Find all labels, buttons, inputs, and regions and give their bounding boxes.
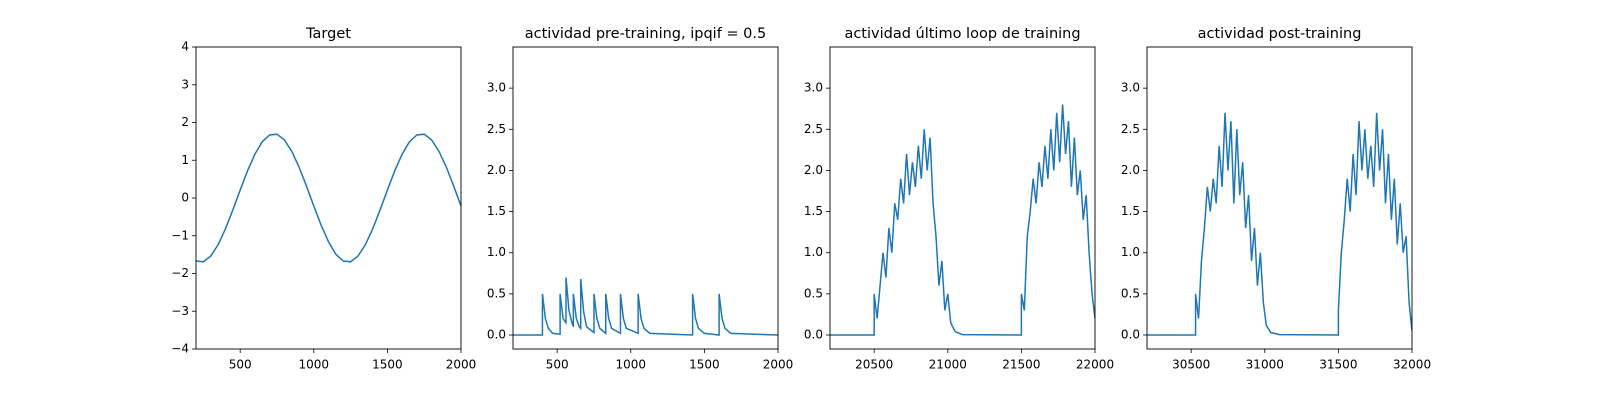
y-tick-label: −1 — [171, 228, 189, 242]
y-tick-label: 2.0 — [804, 163, 823, 177]
y-tick-label: 0.5 — [1121, 286, 1140, 300]
y-tick-label: 0 — [181, 191, 189, 205]
y-tick-label: −3 — [171, 304, 189, 318]
y-tick-label: 1.5 — [804, 204, 823, 218]
line-series — [830, 104, 1095, 336]
y-tick-label: 0.0 — [487, 328, 506, 342]
line-series — [196, 133, 461, 263]
x-tick-label: 500 — [229, 358, 252, 372]
y-tick-label: 2.5 — [1121, 122, 1140, 136]
x-tick-label: 1000 — [616, 358, 647, 372]
axes-frame — [195, 46, 462, 350]
y-tick-label: 1 — [181, 153, 189, 167]
y-tick-label: 1.5 — [1121, 204, 1140, 218]
x-tick-label: 30500 — [1172, 358, 1210, 372]
chart-title: Target — [305, 26, 351, 42]
y-tick-label: 0.0 — [1121, 328, 1140, 342]
axes-frame — [512, 46, 779, 350]
x-tick-label: 22000 — [1076, 358, 1114, 372]
x-tick-label: 2000 — [763, 358, 794, 372]
x-tick-label: 32000 — [1393, 358, 1431, 372]
chart-title: actividad post-training — [1198, 26, 1362, 42]
x-tick-label: 31500 — [1319, 358, 1357, 372]
chart-title: actividad último loop de training — [844, 26, 1080, 42]
y-tick-label: 3 — [181, 77, 189, 91]
x-tick-label: 31000 — [1246, 358, 1284, 372]
y-tick-label: −4 — [171, 342, 189, 356]
y-tick-label: 3.0 — [804, 81, 823, 95]
y-tick-label: 2.0 — [487, 163, 506, 177]
axes-frame — [1146, 46, 1413, 350]
x-tick-label: 1500 — [372, 358, 403, 372]
x-tick-label: 21500 — [1002, 358, 1040, 372]
x-tick-label: 20500 — [855, 358, 893, 372]
y-tick-label: 0.5 — [804, 286, 823, 300]
x-tick-label: 2000 — [446, 358, 477, 372]
line-series — [1147, 112, 1412, 336]
x-tick-label: 1000 — [299, 358, 330, 372]
y-tick-label: 2 — [181, 115, 189, 129]
y-tick-label: 0.5 — [487, 286, 506, 300]
y-tick-label: 1.0 — [487, 245, 506, 259]
x-tick-label: 1500 — [689, 358, 720, 372]
x-tick-label: 500 — [546, 358, 569, 372]
y-tick-label: 1.0 — [1121, 245, 1140, 259]
y-tick-label: 4 — [181, 40, 189, 54]
axes-frame — [829, 46, 1096, 350]
y-tick-label: 1.5 — [487, 204, 506, 218]
y-tick-label: 0.0 — [804, 328, 823, 342]
y-tick-label: −2 — [171, 266, 189, 280]
y-tick-label: 2.0 — [1121, 163, 1140, 177]
y-tick-label: 2.5 — [487, 122, 506, 136]
line-series — [513, 277, 778, 336]
chart-title: actividad pre-training, ipqif = 0.5 — [525, 26, 766, 42]
x-tick-label: 21000 — [929, 358, 967, 372]
y-tick-label: 1.0 — [804, 245, 823, 259]
y-tick-label: 3.0 — [1121, 81, 1140, 95]
y-tick-label: 3.0 — [487, 81, 506, 95]
y-tick-label: 2.5 — [804, 122, 823, 136]
